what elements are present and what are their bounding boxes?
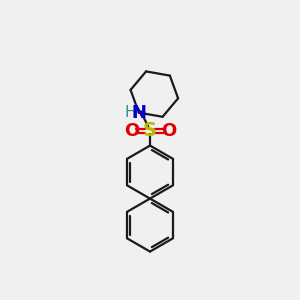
Text: H: H [125,105,136,120]
Text: O: O [124,122,139,140]
Text: N: N [131,103,146,122]
Text: O: O [161,122,176,140]
Text: S: S [143,122,157,140]
